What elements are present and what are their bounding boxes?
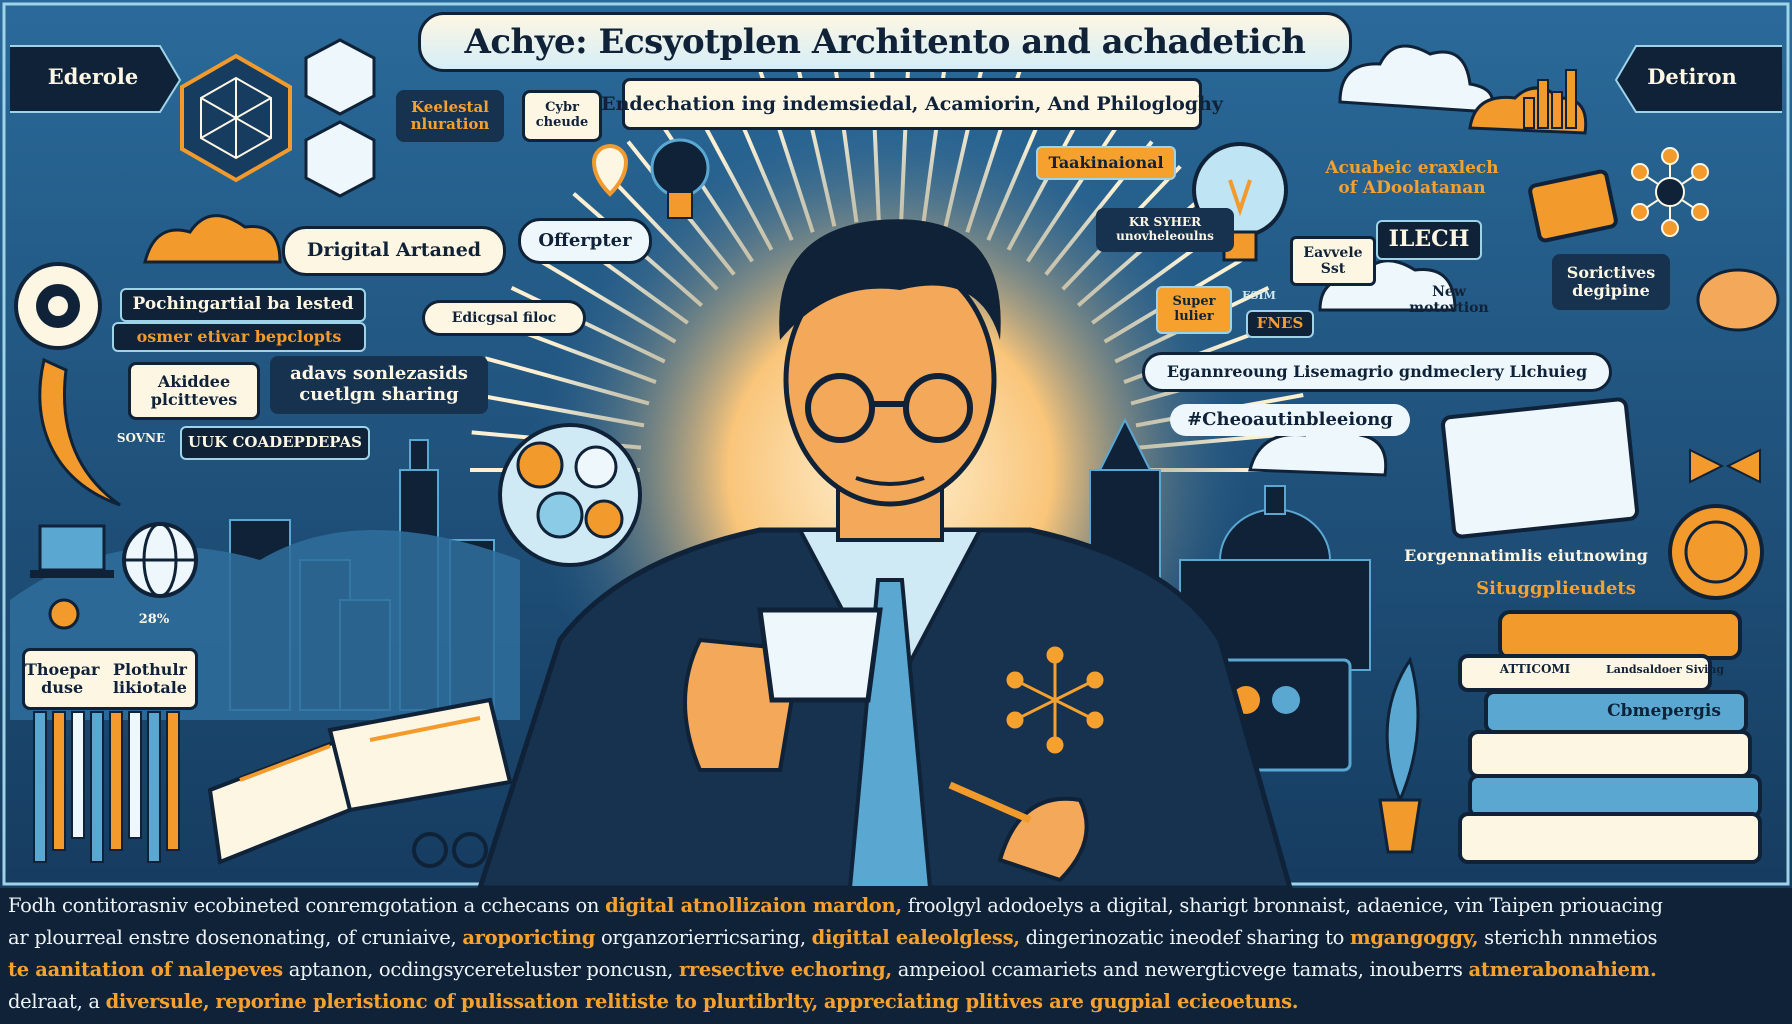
lightbulb-icon-left <box>650 138 710 219</box>
person-computer-icon <box>304 38 376 116</box>
corner-label-left: Ederole <box>47 63 139 89</box>
label-fnes: FNES <box>1246 310 1314 338</box>
network-hexagon-icon <box>180 53 292 183</box>
caption-run: sterichh nnmetios <box>1478 926 1658 949</box>
caption-run: mgangoggy, <box>1350 926 1479 949</box>
label-kr-syher: KR SYHER unovheleoulns <box>1096 208 1234 252</box>
bar-chart-icon <box>1523 69 1577 129</box>
caption-run: aroporicting <box>462 926 596 949</box>
label-cybr: Cybr cheude <box>522 90 602 142</box>
molecule-network-icon <box>1631 147 1709 237</box>
caption-run: aptanon, ocdingsycereteluster poncusn, <box>282 958 679 981</box>
coffee-cup <box>757 607 883 703</box>
label-acuabeic: Acuabeic eraxlech of ADoolatanan <box>1325 158 1499 198</box>
pencil <box>166 711 180 851</box>
caption-run: appreciating plitives are gugpial ecieoe… <box>823 990 1299 1013</box>
caption-line-3: te aanitation of nalepeves aptanon, ocdi… <box>8 958 1784 981</box>
label-cheauti: #Cheoautinbleeiong <box>1170 404 1410 436</box>
label-new-motovtion: New motovtion <box>1409 283 1489 316</box>
gear-icon <box>48 598 80 630</box>
caption-run: reporine pleristionc of pulissation reli… <box>215 990 818 1013</box>
brain-icon <box>1696 268 1780 332</box>
label-osmer: osmer etivar bepclopts <box>112 322 366 352</box>
round-spectacles <box>805 373 973 443</box>
caption-run: digital atnollizaion mardon, <box>605 894 902 917</box>
caption-run: digittal ealeolgless, <box>811 926 1020 949</box>
network-pin-icon <box>1006 646 1104 754</box>
label-lech: ILECH <box>1376 220 1482 260</box>
pen-icon <box>948 781 1032 824</box>
corner-frame-left <box>10 45 182 113</box>
quill-icon <box>38 357 121 507</box>
caption-run: diversule, <box>105 990 210 1013</box>
caption-run: te aanitation of nalepeves <box>8 958 283 981</box>
label-uuk: UUK COADEPDEPAS <box>180 426 370 460</box>
label-keelestal: Keelestal nluration <box>396 90 504 142</box>
label-sovne: SOVNE <box>116 431 166 446</box>
book-stack <box>1458 610 1762 864</box>
label-taakinaional: Taakinaional <box>1036 146 1176 180</box>
pencil-set <box>33 711 180 863</box>
tablet-icon <box>1528 169 1618 243</box>
label-super-lulier: Super lulier <box>1156 286 1232 334</box>
label-thoepar: Thoepar duse Plothulr likiotale <box>22 648 198 710</box>
label-situg: Situggplieudets <box>1476 577 1636 599</box>
open-book <box>207 697 513 865</box>
caption-line-1: Fodh contitorasniv ecobineted conremgota… <box>8 894 1784 917</box>
caption-line-2: ar plourreal enstre dosenonating, of cru… <box>8 926 1784 949</box>
pencil <box>109 711 123 851</box>
label-akiddee: Akiddee plcitteves <box>128 362 260 420</box>
globe-network-icon <box>1668 504 1764 600</box>
label-eorgen: Eorgennatimlis eiutnowing <box>1404 545 1648 565</box>
caption-run: Fodh contitorasniv ecobineted conremgota… <box>8 894 606 917</box>
pencil <box>128 711 142 839</box>
caption-run: ar plourreal enstre dosenonating, of cru… <box>8 926 463 949</box>
label-atticomi: ATTICOMI <box>1499 662 1571 677</box>
caption-run: ampeiool ccamariets and newergticvege ta… <box>891 958 1469 981</box>
pencil <box>147 711 161 863</box>
plant-icon <box>1378 798 1422 854</box>
label-offerpter: Offerpter <box>518 218 652 264</box>
label-eavvele: Eavvele Sst <box>1290 236 1376 286</box>
label-adavs: adavs sonlezasids cuetlgn sharing <box>270 356 488 414</box>
corner-frame-right <box>1614 45 1782 113</box>
caption-run: froolgyl adodoelys a digital, sharigt br… <box>901 894 1663 917</box>
label-landsal: Landsaldoer Siving <box>1605 662 1725 676</box>
label-thoepar-line1: Thoepar duse <box>25 659 100 697</box>
corner-label-right: Detiron <box>1647 63 1737 89</box>
label-edicgsal: Edicgsal filoc <box>422 300 586 336</box>
pencil <box>33 711 47 863</box>
laptop-icon <box>38 524 106 572</box>
label-esim: ESIM <box>1242 288 1276 302</box>
geodesic-orb <box>498 423 642 567</box>
caption-run: organzorierricsaring, <box>595 926 812 949</box>
caption-run: dingerinozatic ineodef sharing to <box>1019 926 1351 949</box>
pencil <box>52 711 66 851</box>
glasses-icon <box>412 832 488 868</box>
label-digital-artaned: Drigital Artaned <box>282 226 506 276</box>
documents-icon <box>304 120 376 198</box>
caption-run: delraat, a <box>8 990 106 1013</box>
browser-panel <box>1441 397 1639 539</box>
scholar-figure <box>476 219 1294 891</box>
subtitle-banner: Endechation ing indemsiedal, Acamiorin, … <box>601 78 1223 130</box>
location-pin-icon <box>591 144 629 197</box>
caption-run: atmerabonahiem. <box>1468 958 1657 981</box>
label-sorictives: Sorictives degipine <box>1552 254 1670 310</box>
label-egann: Egannreoung Lisemagrio gndmeclery Llchui… <box>1142 352 1612 392</box>
pencil <box>71 711 85 839</box>
bow-icon <box>1689 448 1725 484</box>
caption-panel: Fodh contitorasniv ecobineted conremgota… <box>0 888 1792 1024</box>
label-percent: 28% <box>138 611 170 627</box>
label-cbmepergis: Cbmepergis <box>1607 701 1721 722</box>
label-plothu: Plothulr likiotale <box>112 659 187 697</box>
main-title-banner: Achye: Ecsyotplen Architento and achadet… <box>418 12 1352 72</box>
pencil <box>90 711 104 863</box>
label-pochingartial: Pochingartial ba lested <box>120 288 366 322</box>
caption-line-4: delraat, a diversule, reporine pleristio… <box>8 990 1784 1013</box>
caption-run: rresective echoring, <box>678 958 892 981</box>
